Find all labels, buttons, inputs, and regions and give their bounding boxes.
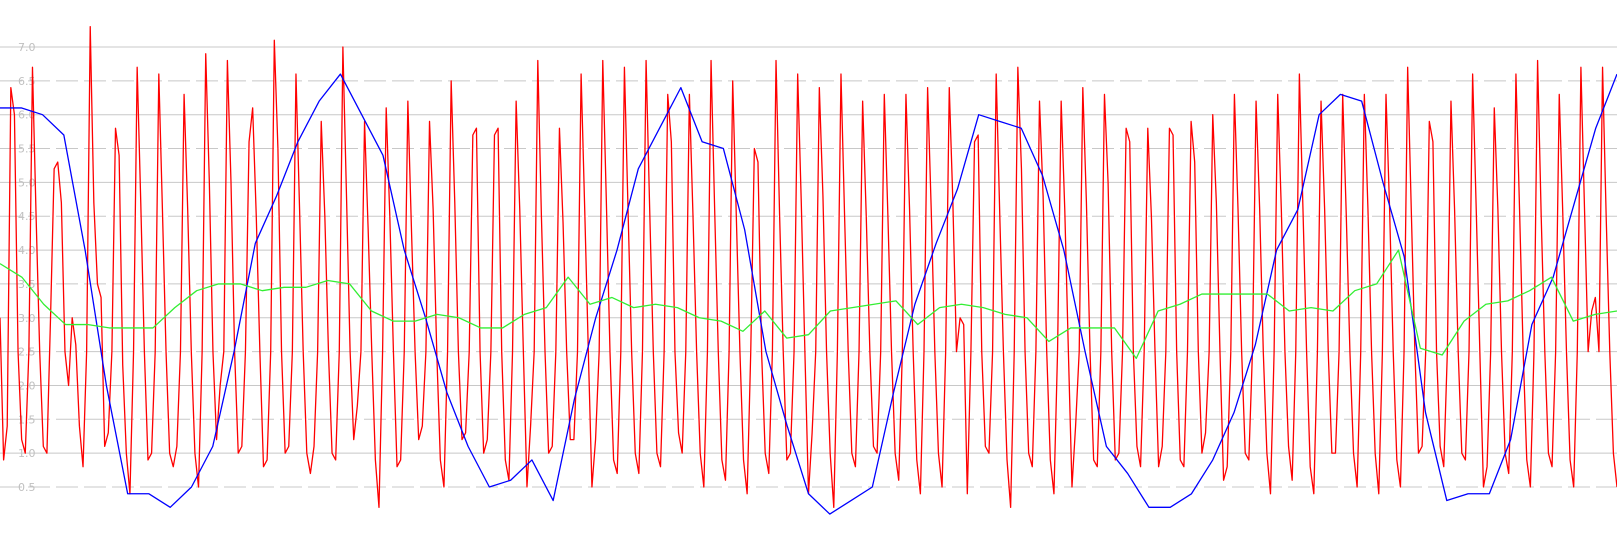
series-group — [0, 26, 1617, 515]
series-line-2 — [0, 73, 1617, 515]
y-tick-label: 2.0 — [18, 379, 36, 392]
y-tick-label: 5.5 — [18, 143, 36, 156]
y-tick-label: 4.0 — [18, 244, 36, 257]
y-tick-label: 2.5 — [18, 346, 36, 359]
series-line-3 — [0, 249, 1617, 360]
y-tick-label: 0.5 — [18, 481, 36, 494]
y-tick-label: 6.0 — [18, 109, 36, 122]
y-tick-label: 1.0 — [18, 447, 36, 460]
y-tick-label: 3.5 — [18, 278, 36, 291]
y-tick-label: 6.5 — [18, 75, 36, 88]
y-tick-label: 3.0 — [18, 312, 36, 325]
y-tick-label: 5.0 — [18, 176, 36, 189]
y-tick-label: 4.5 — [18, 210, 36, 223]
y-tick-label: 7.0 — [18, 41, 36, 54]
